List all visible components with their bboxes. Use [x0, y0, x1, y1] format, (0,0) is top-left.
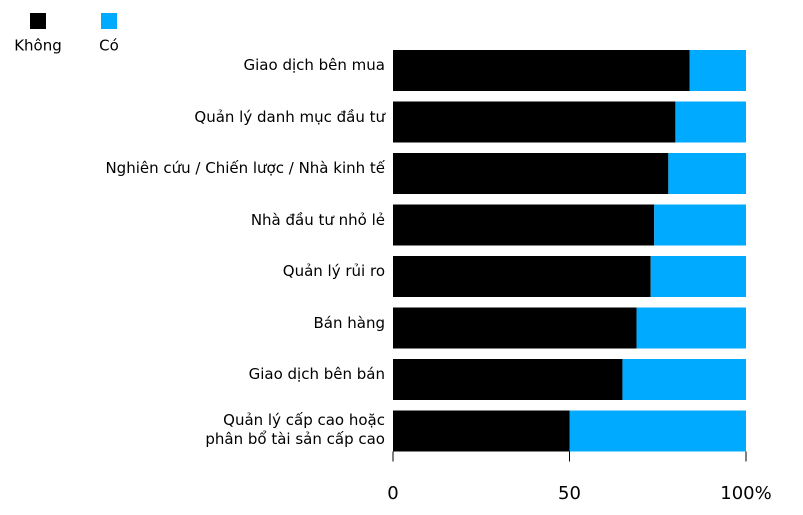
bar-segment: [689, 50, 746, 91]
category-label: Quản lý rủi ro: [282, 262, 385, 280]
bar-segment: [393, 307, 637, 349]
bar-segment: [393, 410, 570, 452]
category-label: Giao dịch bên bán: [248, 365, 385, 383]
bar-segment: [393, 153, 669, 194]
category-label: Nhà đầu tư nhỏ lẻ: [250, 210, 385, 229]
bar-segment: [650, 256, 746, 297]
bar-segment: [393, 50, 690, 91]
bar-segment: [393, 359, 623, 400]
category-label: Nghiên cứu / Chiến lược / Nhà kinh tế: [105, 159, 385, 177]
bar-segment: [393, 101, 676, 143]
category-label: Quản lý cấp cao hoặc phân bổ tài sản cấp…: [205, 410, 385, 448]
x-tick-label: 50: [558, 483, 581, 504]
bar-segment: [668, 153, 746, 194]
legend-swatch: [101, 13, 117, 29]
bar-segment: [636, 307, 746, 349]
bar-segment: [675, 101, 746, 143]
category-label: Bán hàng: [313, 313, 385, 332]
category-label: Giao dịch bên mua: [243, 56, 385, 74]
bar-segment: [393, 204, 655, 246]
x-tick-label: 0: [387, 483, 398, 504]
x-tick-label: 100%: [720, 483, 771, 504]
category-label: Quản lý danh mục đầu tư: [194, 107, 385, 126]
bar-segment: [393, 256, 651, 297]
legend-swatch: [30, 13, 46, 29]
bar-segment: [622, 359, 746, 400]
legend-label: Có: [99, 37, 119, 55]
bar-segment: [569, 410, 746, 452]
legend-label: Không: [14, 37, 62, 55]
bar-segment: [654, 204, 746, 246]
